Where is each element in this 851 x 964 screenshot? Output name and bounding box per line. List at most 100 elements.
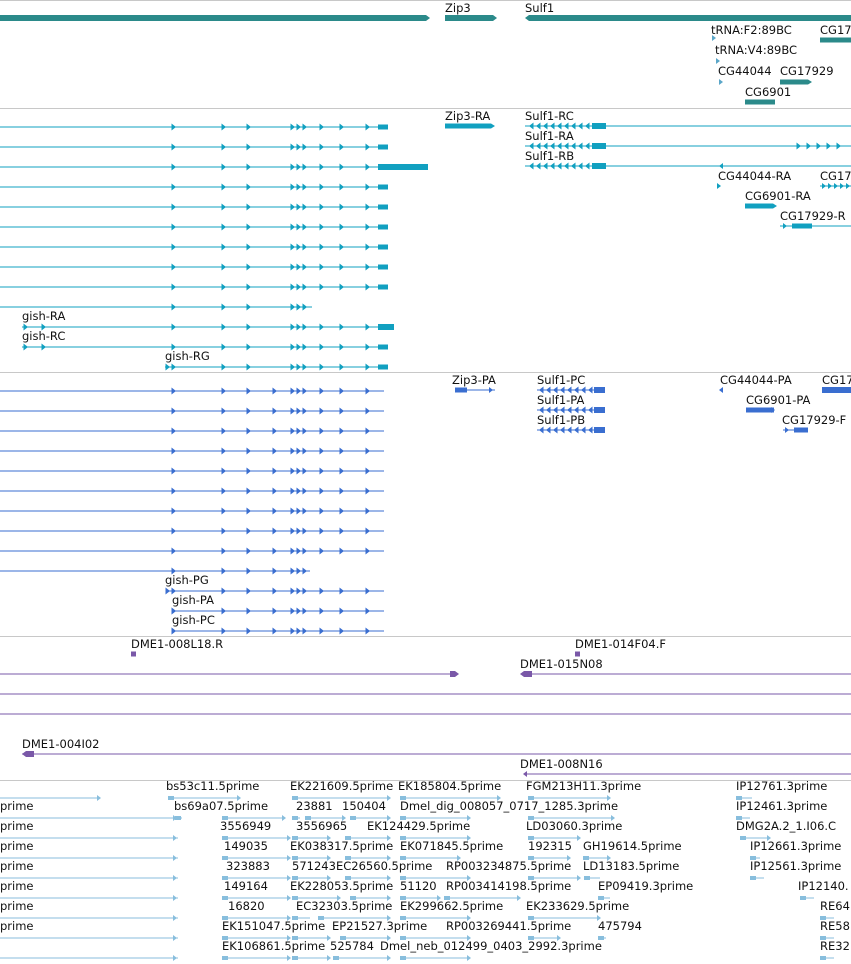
strand-arrow-right[interactable] (290, 627, 296, 635)
est-label[interactable]: bs53c11.5prime (166, 779, 260, 793)
feature-block[interactable] (745, 99, 775, 105)
feature-block[interactable] (400, 816, 406, 820)
gene-label[interactable]: CG6901 (745, 85, 792, 99)
strand-arrow-right[interactable] (171, 303, 177, 311)
protein-label[interactable]: gish-PA (172, 593, 214, 607)
strand-arrow-right[interactable] (319, 467, 325, 475)
strand-arrow-right[interactable] (290, 363, 296, 371)
feature-block[interactable] (292, 836, 298, 840)
feature-block[interactable] (820, 916, 826, 920)
strand-arrow-right[interactable] (319, 507, 325, 515)
feature-block[interactable] (592, 143, 606, 149)
strand-arrow-right[interactable] (365, 363, 371, 371)
est-label[interactable]: RP003269441.5prime (446, 919, 572, 933)
strand-arrow-left[interactable] (543, 142, 548, 150)
strand-arrow-right[interactable] (387, 935, 391, 941)
strand-arrow-right[interactable] (246, 527, 252, 535)
feature-block[interactable] (400, 836, 406, 840)
strand-arrow-right[interactable] (296, 223, 302, 231)
feature-block[interactable] (528, 856, 534, 860)
strand-arrow-right[interactable] (290, 283, 296, 291)
strand-arrow-right[interactable] (302, 547, 308, 555)
feature-block[interactable] (305, 816, 311, 820)
strand-arrow-right[interactable] (319, 527, 325, 535)
strand-arrow-right[interactable] (365, 283, 371, 291)
strand-arrow-right[interactable] (611, 815, 615, 821)
strand-arrow-right[interactable] (171, 607, 177, 615)
est-label[interactable]: 323883 (226, 859, 270, 873)
protein-label[interactable]: CG17929-F (782, 413, 847, 427)
transcript-label[interactable]: Sulf1-RC (525, 109, 574, 123)
strand-arrow-left[interactable] (574, 386, 579, 394)
strand-arrow-right[interactable] (171, 163, 177, 171)
strand-arrow-right[interactable] (171, 203, 177, 211)
strand-arrow-right[interactable] (296, 467, 302, 475)
strand-arrow-right[interactable] (296, 183, 302, 191)
feature-block-arrow[interactable] (525, 15, 851, 21)
strand-arrow-right[interactable] (796, 142, 802, 150)
feature-block[interactable] (378, 224, 388, 230)
strand-arrow-right[interactable] (365, 447, 371, 455)
est-label[interactable]: EK299662.5prime (400, 899, 504, 913)
strand-arrow-right[interactable] (365, 607, 371, 615)
feature-block[interactable] (820, 37, 851, 43)
strand-arrow-right[interactable] (296, 263, 302, 271)
est-label[interactable]: prime (0, 799, 34, 813)
feature-block[interactable] (345, 856, 351, 860)
feature-block[interactable] (378, 244, 388, 250)
feature-block[interactable] (400, 856, 406, 860)
strand-arrow-right[interactable] (337, 895, 341, 901)
strand-arrow-left[interactable] (557, 162, 562, 170)
strand-arrow-right[interactable] (171, 243, 177, 251)
strand-arrow-right[interactable] (221, 203, 227, 211)
strand-arrow-right[interactable] (171, 427, 177, 435)
protein-label[interactable]: Sulf1-PA (537, 393, 585, 407)
feature-block[interactable] (444, 896, 450, 900)
gene-label[interactable]: tRNA:V4:89BC (715, 43, 798, 57)
feature-block[interactable] (400, 956, 406, 960)
strand-arrow-right[interactable] (296, 243, 302, 251)
feature-block[interactable] (455, 387, 467, 393)
est-label[interactable]: 525784 (330, 939, 374, 953)
strand-arrow-right[interactable] (97, 795, 101, 801)
strand-arrow-right[interactable] (319, 407, 325, 415)
strand-arrow-right[interactable] (342, 815, 346, 821)
strand-arrow-right[interactable] (221, 303, 227, 311)
strand-arrow-right[interactable] (339, 363, 345, 371)
strand-arrow-right[interactable] (173, 875, 177, 881)
feature-block[interactable] (350, 896, 356, 900)
gene-label[interactable]: CG17 (820, 23, 851, 37)
strand-arrow-right[interactable] (302, 123, 308, 131)
strand-arrow-right[interactable] (302, 323, 308, 331)
strand-arrow-left[interactable] (578, 162, 583, 170)
strand-arrow-right[interactable] (290, 303, 296, 311)
strand-arrow-right[interactable] (246, 303, 252, 311)
strand-arrow-right[interactable] (290, 527, 296, 535)
transcript-label[interactable]: gish-RC (22, 329, 66, 343)
strand-arrow-right[interactable] (221, 123, 227, 131)
strand-arrow-right[interactable] (387, 895, 391, 901)
strand-arrow-right[interactable] (296, 487, 302, 495)
est-label[interactable]: prime (0, 879, 34, 893)
strand-arrow-right[interactable] (719, 79, 723, 85)
strand-arrow-right[interactable] (365, 527, 371, 535)
est-label[interactable]: EK124429.5prime (367, 819, 471, 833)
feature-block[interactable] (292, 876, 298, 880)
strand-arrow-right[interactable] (302, 407, 308, 415)
strand-arrow-right[interactable] (171, 323, 177, 331)
strand-arrow-right[interactable] (171, 487, 177, 495)
strand-arrow-right[interactable] (296, 407, 302, 415)
strand-arrow-right[interactable] (296, 387, 302, 395)
transcript-label[interactable]: gish-RA (22, 309, 66, 323)
strand-arrow-right[interactable] (319, 587, 325, 595)
strand-arrow-right[interactable] (467, 875, 471, 881)
strand-arrow-right[interactable] (296, 567, 302, 575)
strand-arrow-right[interactable] (272, 427, 278, 435)
strand-arrow-right[interactable] (221, 163, 227, 171)
strand-arrow-right[interactable] (171, 283, 177, 291)
feature-block[interactable] (528, 836, 534, 840)
est-label[interactable]: EK233629.5prime (526, 899, 630, 913)
strand-arrow-right[interactable] (365, 427, 371, 435)
feature-block[interactable] (222, 816, 228, 820)
strand-arrow-left[interactable] (560, 386, 565, 394)
